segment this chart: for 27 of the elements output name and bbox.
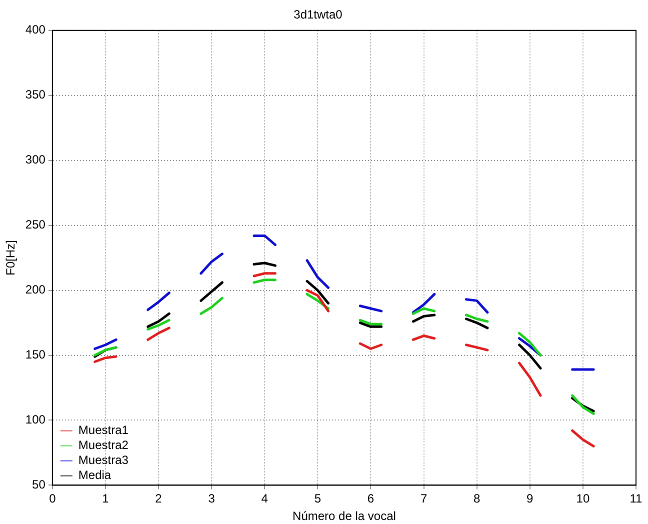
x-axis-title: Número de la vocal <box>292 509 396 524</box>
x-tick-label: 9 <box>526 492 534 506</box>
y-tick-label: 150 <box>25 348 46 362</box>
x-tick-label: 6 <box>367 492 374 506</box>
x-tick-label: 0 <box>49 492 56 506</box>
x-tick-label: 2 <box>155 492 162 506</box>
x-tick-label: 1 <box>102 492 110 506</box>
x-tick-label: 5 <box>314 492 322 506</box>
x-tick-label: 3 <box>208 492 216 506</box>
legend-label: Muestra1 <box>78 423 129 438</box>
y-axis-title: F0[Hz] <box>4 240 18 276</box>
x-tick-label: 11 <box>630 492 643 506</box>
y-tick-label: 300 <box>25 152 46 167</box>
x-tick-label: 8 <box>474 492 480 506</box>
chart-title: 3d1twta0 <box>294 8 343 22</box>
x-tick-label: 7 <box>420 492 428 506</box>
y-tick-label: 350 <box>25 88 46 102</box>
y-tick-label: 100 <box>25 412 46 427</box>
legend-label: Media <box>78 468 112 482</box>
y-tick-label: 200 <box>25 282 46 297</box>
y-tick-label: 400 <box>25 22 46 37</box>
y-tick-label: 250 <box>25 218 46 232</box>
legend-label: Muestra3 <box>78 453 129 468</box>
legend-label: Muestra2 <box>78 438 129 452</box>
x-tick-label: 4 <box>261 492 268 506</box>
x-tick-label: 10 <box>576 492 590 506</box>
y-tick-label: 50 <box>32 478 46 492</box>
